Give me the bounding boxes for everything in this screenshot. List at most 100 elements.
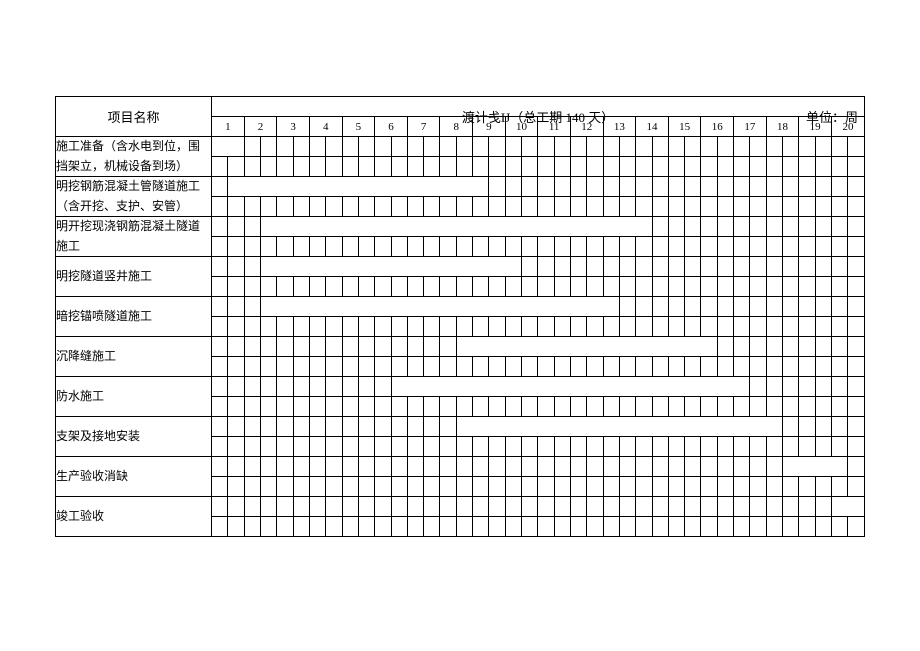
grid-cell (326, 437, 342, 457)
grid-cell (734, 477, 750, 497)
grid-cell (505, 177, 521, 197)
grid-cell (831, 397, 847, 417)
grid-cell (522, 257, 538, 277)
grid-cell (619, 177, 635, 197)
grid-cell (244, 337, 260, 357)
grid-cell (538, 517, 554, 537)
grid-cell (766, 277, 782, 297)
grid-cell (799, 397, 815, 417)
grid-cell (212, 397, 228, 417)
grid-cell (783, 497, 799, 517)
grid-cell (358, 497, 374, 517)
grid-cell (603, 277, 619, 297)
grid-cell (636, 497, 652, 517)
grid-cell (570, 197, 586, 217)
grid-cell (277, 137, 293, 157)
grid-cell (261, 357, 277, 377)
grid-cell (391, 137, 407, 157)
grid-cell (261, 377, 277, 397)
grid-cell (815, 157, 831, 177)
grid-cell (587, 257, 603, 277)
grid-cell (570, 317, 586, 337)
grid-cell (799, 157, 815, 177)
grid-cell (603, 477, 619, 497)
grid-cell (799, 417, 815, 437)
grid-cell (228, 497, 244, 517)
grid-cell (815, 237, 831, 257)
grid-cell (261, 237, 277, 257)
grid-cell (848, 437, 865, 457)
grid-cell (668, 317, 684, 337)
grid-cell (407, 517, 423, 537)
grid-cell (473, 317, 489, 337)
grid-cell (587, 197, 603, 217)
grid-cell (636, 177, 652, 197)
grid-cell (456, 137, 472, 157)
grid-cell (342, 157, 358, 177)
grid-cell (473, 357, 489, 377)
grid-cell (456, 157, 472, 177)
grid-cell (717, 257, 733, 277)
grid-cell (734, 217, 750, 237)
grid-cell (701, 197, 717, 217)
grid-cell (489, 437, 505, 457)
grid-cell (309, 397, 325, 417)
grid-cell (375, 457, 391, 477)
grid-cell (489, 357, 505, 377)
grid-cell (848, 137, 865, 157)
grid-cell (603, 197, 619, 217)
grid-cell (522, 317, 538, 337)
grid-cell (358, 197, 374, 217)
row-label: 明开挖现浇钢筋混凝土隧道施工 (56, 217, 212, 257)
gantt-bar (456, 337, 717, 357)
grid-cell (587, 157, 603, 177)
grid-cell (717, 177, 733, 197)
grid-cell (717, 137, 733, 157)
grid-cell (815, 257, 831, 277)
grid-cell (554, 397, 570, 417)
grid-cell (619, 357, 635, 377)
grid-cell (685, 437, 701, 457)
grid-cell (309, 277, 325, 297)
grid-cell (783, 417, 799, 437)
grid-cell (619, 237, 635, 257)
grid-cell (831, 217, 847, 237)
grid-cell (440, 517, 456, 537)
grid-cell (570, 137, 586, 157)
grid-cell (358, 317, 374, 337)
grid-cell (326, 237, 342, 257)
grid-cell (848, 337, 865, 357)
grid-cell (375, 377, 391, 397)
grid-cell (309, 437, 325, 457)
grid-cell (619, 457, 635, 477)
grid-cell (326, 517, 342, 537)
grid-cell (358, 137, 374, 157)
grid-cell (717, 317, 733, 337)
grid-cell (424, 157, 440, 177)
grid-cell (685, 297, 701, 317)
grid-cell (342, 317, 358, 337)
grid-cell (799, 497, 815, 517)
grid-cell (603, 397, 619, 417)
grid-cell (261, 477, 277, 497)
grid-cell (685, 477, 701, 497)
grid-cell (603, 497, 619, 517)
grid-cell (734, 497, 750, 517)
grid-cell (473, 437, 489, 457)
grid-cell (783, 517, 799, 537)
grid-cell (261, 517, 277, 537)
grid-cell (554, 177, 570, 197)
grid-cell (424, 137, 440, 157)
grid-cell (391, 477, 407, 497)
grid-cell (244, 437, 260, 457)
grid-cell (293, 477, 309, 497)
grid-cell (685, 157, 701, 177)
grid-cell (277, 377, 293, 397)
grid-cell (456, 357, 472, 377)
grid-cell (375, 437, 391, 457)
grid-cell (783, 237, 799, 257)
grid-cell (750, 357, 766, 377)
grid-cell (212, 237, 228, 257)
grid-cell (603, 137, 619, 157)
grid-cell (734, 397, 750, 417)
